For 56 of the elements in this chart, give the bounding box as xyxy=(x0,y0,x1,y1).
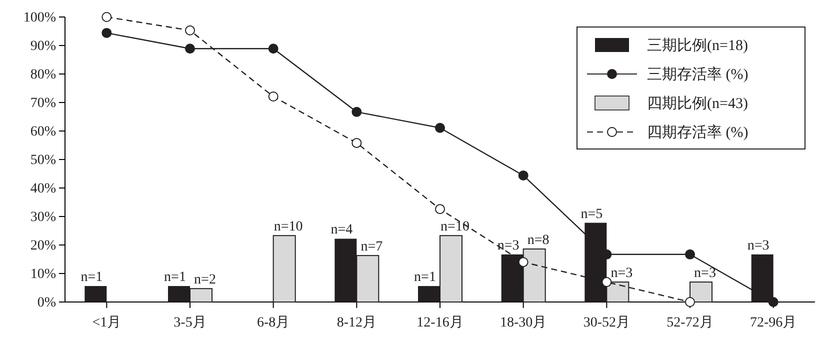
legend-label: 四期比例(n=43) xyxy=(647,95,748,112)
x-tick-label: <1月 xyxy=(92,315,122,330)
point xyxy=(352,138,362,148)
point xyxy=(185,25,195,36)
annotation: n=1 xyxy=(164,270,186,286)
x-tick-label: 3-5月 xyxy=(174,315,206,330)
x-tick-label: 12-16月 xyxy=(416,315,464,330)
annotation: n=2 xyxy=(194,272,216,288)
annotation: n=4 xyxy=(330,222,353,238)
y-tick-label: 0% xyxy=(37,295,56,310)
bar xyxy=(272,235,296,302)
point xyxy=(185,44,195,54)
x-tick-label: 30-52月 xyxy=(583,315,630,330)
annotation: n=1 xyxy=(80,270,103,286)
x-tick-label: 8-12月 xyxy=(336,315,377,330)
bar xyxy=(84,286,107,302)
y-tick-label: 70% xyxy=(30,96,56,111)
point xyxy=(435,122,445,133)
x-tick-label: 18-30月 xyxy=(500,315,547,330)
annotation: n=7 xyxy=(360,240,383,255)
y-tick-label: 100% xyxy=(23,10,56,26)
x-tick-label: 52-72月 xyxy=(666,315,714,330)
annotation: n=1 xyxy=(414,270,436,286)
x-tick-label: 6-8月 xyxy=(256,315,290,330)
annotation: n=5 xyxy=(580,206,603,222)
point xyxy=(268,44,278,54)
point xyxy=(102,12,112,22)
point xyxy=(685,297,695,307)
y-tick-label: 10% xyxy=(30,266,56,282)
legend-label: 三期存活率 (%) xyxy=(647,66,748,83)
annotation: n=8 xyxy=(527,232,550,248)
y-tick-label: 60% xyxy=(30,124,56,140)
point xyxy=(435,204,445,214)
annotation: n=3 xyxy=(694,266,716,282)
point xyxy=(768,297,778,307)
point xyxy=(268,92,278,102)
point xyxy=(352,106,362,117)
point xyxy=(602,277,612,288)
y-tick-label: 40% xyxy=(30,181,56,196)
x-tick-label: 72-96月 xyxy=(750,315,797,330)
y-tick-label: 80% xyxy=(30,67,56,82)
point xyxy=(518,257,528,268)
y-tick-label: 30% xyxy=(30,210,56,225)
annotation: n=3 xyxy=(497,238,520,254)
annotation: n=10 xyxy=(440,220,470,235)
legend-label: 四期存活率 (%) xyxy=(647,124,748,141)
point xyxy=(102,28,112,38)
y-tick-label: 20% xyxy=(30,238,56,254)
y-tick-label: 90% xyxy=(30,38,56,54)
point xyxy=(518,170,528,180)
point xyxy=(685,249,695,260)
y-tick-label: 50% xyxy=(30,152,56,168)
annotation: n=10 xyxy=(274,220,303,235)
legend-label: 三期比例(n=18) xyxy=(647,37,748,54)
annotation: n=3 xyxy=(747,238,770,254)
annotation: n=3 xyxy=(610,266,633,282)
